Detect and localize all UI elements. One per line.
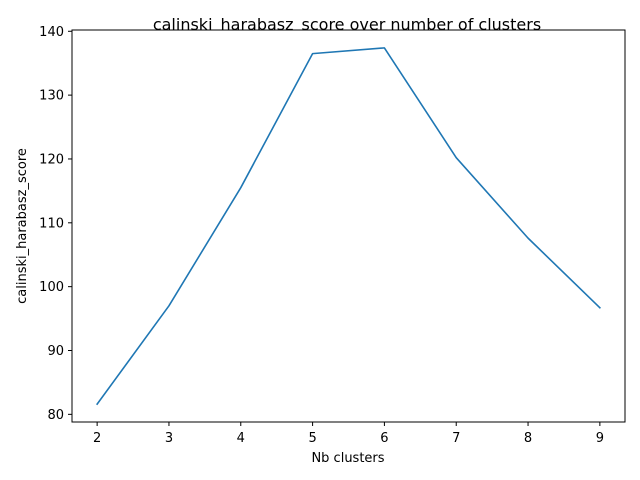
y-tick-label: 100 (39, 280, 64, 295)
series-line (96, 47, 601, 406)
x-tick-label: 6 (380, 431, 388, 446)
series-layer (96, 47, 601, 406)
plot-area (72, 30, 625, 422)
y-axis: 80 90 100 110 120 130 140 (39, 25, 72, 423)
x-tick-label: 7 (452, 431, 460, 446)
y-tick-label: 130 (39, 89, 64, 104)
x-tick-label: 8 (524, 431, 532, 446)
x-axis: 2 3 4 5 6 7 8 9 (93, 422, 604, 446)
x-tick-label: 5 (308, 431, 316, 446)
x-tick-label: 2 (93, 431, 101, 446)
x-tick-label: 3 (165, 431, 173, 446)
y-tick-label: 110 (39, 216, 64, 231)
x-tick-label: 9 (596, 431, 604, 446)
plot-frame (71, 29, 626, 423)
y-tick-label: 120 (39, 152, 64, 167)
x-tick-label: 4 (237, 431, 245, 446)
y-tick-label: 90 (47, 344, 64, 359)
y-tick-label: 140 (39, 25, 64, 40)
y-axis-label: calinski_harabasz_score (15, 148, 30, 304)
x-axis-label: Nb clusters (311, 451, 384, 466)
y-tick-label: 80 (47, 408, 64, 423)
